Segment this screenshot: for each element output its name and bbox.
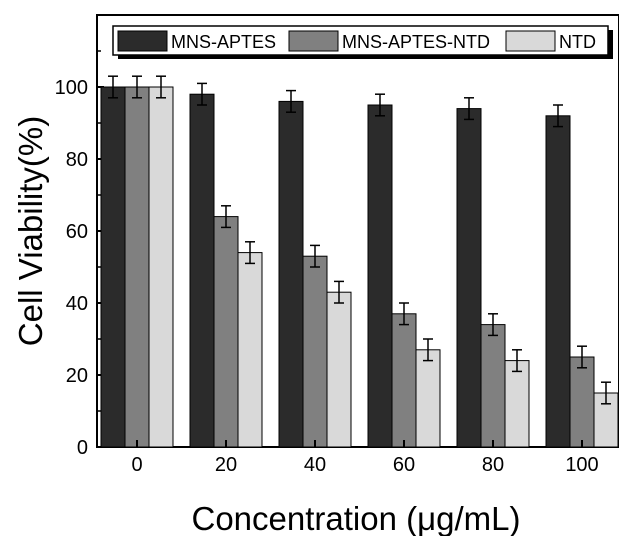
bar-ntd-40 [326,291,352,448]
bar-mns-aptes-ntd-60 [391,313,417,448]
bar-mns-aptes-20 [189,93,215,448]
legend: MNS-APTES MNS-APTES-NTD NTD [112,25,613,59]
bar-mns-aptes-100 [545,115,571,448]
legend-label: MNS-APTES [171,32,276,52]
x-axis-label: Concentration (μg/mL) [192,500,521,536]
bar-ntd-60 [415,349,441,448]
x-tick-label: 80 [482,454,504,476]
legend-label: NTD [559,32,596,52]
y-tick-label: 0 [77,437,88,459]
legend-swatch [505,30,556,52]
bar-mns-aptes-60 [367,104,393,448]
plot-frame [96,14,619,448]
legend-label: MNS-APTES-NTD [342,32,490,52]
bar-mns-aptes-ntd-80 [480,324,506,448]
y-axis-label: Cell Viability(%) [12,116,49,346]
bar-ntd-80 [504,360,530,448]
x-tick-label: 20 [215,454,237,476]
bar-ntd-20 [237,252,263,448]
bar-mns-aptes-0 [100,86,126,448]
y-tick-label: 40 [66,293,88,315]
x-tick-label: 100 [565,454,598,476]
y-tick-label: 60 [66,221,88,243]
bar-mns-aptes-ntd-20 [213,216,239,448]
bar-mns-aptes-ntd-40 [302,255,328,448]
y-tick-label: 80 [66,149,88,171]
bar-ntd-0 [148,86,174,448]
x-tick-label: 60 [393,454,415,476]
bar-mns-aptes-ntd-100 [569,356,595,448]
bar-mns-aptes-40 [278,100,304,448]
x-tick-label: 0 [131,454,142,476]
y-tick-label: 20 [66,365,88,387]
y-tick-label: 100 [55,77,88,99]
x-tick-label: 40 [304,454,326,476]
legend-swatch [288,30,339,52]
legend-swatch [117,30,168,52]
bar-mns-aptes-80 [456,108,482,448]
bar-mns-aptes-ntd-0 [124,86,150,448]
